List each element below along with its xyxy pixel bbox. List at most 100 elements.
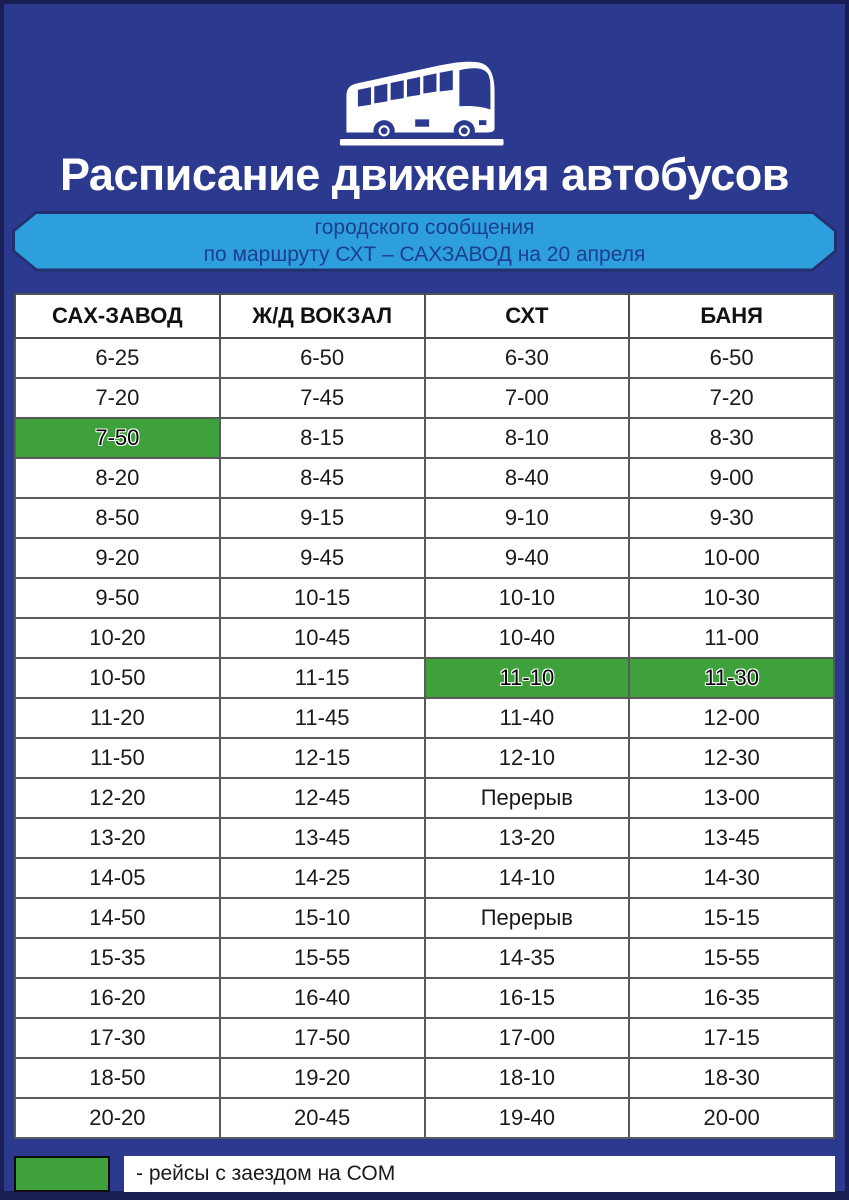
time-cell: 9-00 — [628, 456, 835, 499]
time-cell: 11-45 — [218, 696, 426, 739]
schedule-table: САХ-ЗАВОД Ж/Д ВОКЗАЛ СХТ БАНЯ 6-25 6-50 6-30 6… — [14, 292, 835, 1139]
column-header: СХТ — [423, 292, 631, 339]
time-cell: 9-50 — [14, 576, 221, 619]
time-cell: 8-50 — [14, 496, 221, 539]
time-cell: 10-50 — [14, 656, 221, 699]
legend: - рейсы с заездом на СОМ — [14, 1155, 835, 1192]
time-cell: 10-20 — [14, 616, 221, 659]
time-cell: 12-15 — [218, 736, 426, 779]
time-cell: 8-15 — [218, 416, 426, 459]
route-banner: городского сообщения по маршруту СХТ – С… — [12, 211, 837, 272]
time-cell: 18-10 — [423, 1056, 631, 1099]
time-cell: 20-45 — [218, 1096, 426, 1139]
schedule-row: 18-50 19-20 18-10 18-30 — [14, 1056, 835, 1099]
time-cell: 8-45 — [218, 456, 426, 499]
schedule-row: 20-20 20-45 19-40 20-00 — [14, 1096, 835, 1139]
time-cell: 9-10 — [423, 496, 631, 539]
time-cell: 15-35 — [14, 936, 221, 979]
time-cell: 14-10 — [423, 856, 631, 899]
time-cell: 10-40 — [423, 616, 631, 659]
schedule-row: 11-50 12-15 12-10 12-30 — [14, 736, 835, 779]
route-banner-inner: городского сообщения по маршруту СХТ – С… — [15, 214, 834, 269]
time-cell: 19-40 — [423, 1096, 631, 1139]
time-cell: 17-00 — [423, 1016, 631, 1059]
page-title: Расписание движения автобусов — [60, 149, 789, 200]
time-cell: 9-30 — [628, 496, 835, 539]
banner-subtitle-line2: по маршруту СХТ – САХЗАВОД на 20 апреля — [203, 243, 646, 266]
poster-page: Расписание движения автобусов городского… — [4, 4, 845, 1192]
time-cell: 18-50 — [14, 1056, 221, 1099]
time-cell: 12-10 — [423, 736, 631, 779]
time-cell: 10-30 — [628, 576, 835, 619]
time-cell: 15-55 — [628, 936, 835, 979]
time-cell: 11-40 — [423, 696, 631, 739]
schedule-row: 9-50 10-15 10-10 10-30 — [14, 576, 835, 619]
time-cell: 16-20 — [14, 976, 221, 1019]
column-header: САХ-ЗАВОД — [14, 292, 221, 339]
time-cell: 20-20 — [14, 1096, 221, 1139]
time-cell: 17-50 — [218, 1016, 426, 1059]
time-cell: 13-20 — [14, 816, 221, 859]
schedule-row: 16-20 16-40 16-15 16-35 — [14, 976, 835, 1019]
time-cell: 14-05 — [14, 856, 221, 899]
schedule-row: 8-20 8-45 8-40 9-00 — [14, 456, 835, 499]
time-cell: 9-45 — [218, 536, 426, 579]
schedule-row: 12-20 12-45 Перерыв 13-00 — [14, 776, 835, 819]
time-cell: 12-30 — [628, 736, 835, 779]
time-cell: Перерыв — [423, 776, 631, 819]
time-cell: 6-30 — [423, 336, 631, 379]
schedule-row: 14-50 15-10 Перерыв 15-15 — [14, 896, 835, 939]
legend-label: - рейсы с заездом на СОМ — [124, 1155, 835, 1192]
time-cell: 12-20 — [14, 776, 221, 819]
time-cell: 14-25 — [218, 856, 426, 899]
time-cell: 13-00 — [628, 776, 835, 819]
time-cell: 11-00 — [628, 616, 835, 659]
time-cell: 7-00 — [423, 376, 631, 419]
time-cell: 18-30 — [628, 1056, 835, 1099]
schedule-row: 14-05 14-25 14-10 14-30 — [14, 856, 835, 899]
schedule-row: 13-20 13-45 13-20 13-45 — [14, 816, 835, 859]
schedule-header-row: САХ-ЗАВОД Ж/Д ВОКЗАЛ СХТ БАНЯ — [14, 292, 835, 339]
time-cell: 6-50 — [628, 336, 835, 379]
time-cell: 14-30 — [628, 856, 835, 899]
time-cell: 16-15 — [423, 976, 631, 1019]
time-cell: 8-20 — [14, 456, 221, 499]
bus-icon — [335, 38, 515, 150]
time-cell: 11-20 — [14, 696, 221, 739]
schedule-row: 10-20 10-45 10-40 11-00 — [14, 616, 835, 659]
time-cell-highlighted: 11-10 — [423, 656, 631, 699]
time-cell: 17-15 — [628, 1016, 835, 1059]
time-cell-highlighted: 7-50 — [14, 416, 221, 459]
schedule-row: 7-20 7-45 7-00 7-20 — [14, 376, 835, 419]
schedule-row: 6-25 6-50 6-30 6-50 — [14, 336, 835, 379]
time-cell: 9-40 — [423, 536, 631, 579]
time-cell: 10-00 — [628, 536, 835, 579]
time-cell: 16-35 — [628, 976, 835, 1019]
schedule-row: 8-50 9-15 9-10 9-30 — [14, 496, 835, 539]
time-cell: 6-25 — [14, 336, 221, 379]
column-header: БАНЯ — [628, 292, 835, 339]
time-cell: 14-50 — [14, 896, 221, 939]
time-cell: 12-45 — [218, 776, 426, 819]
time-cell: 17-30 — [14, 1016, 221, 1059]
time-cell: 9-20 — [14, 536, 221, 579]
time-cell: 13-45 — [628, 816, 835, 859]
time-cell: 7-20 — [628, 376, 835, 419]
time-cell: 9-15 — [218, 496, 426, 539]
time-cell: 7-20 — [14, 376, 221, 419]
time-cell: 10-45 — [218, 616, 426, 659]
legend-green-swatch — [14, 1155, 110, 1192]
time-cell: 8-40 — [423, 456, 631, 499]
time-cell: 16-40 — [218, 976, 426, 1019]
time-cell: 11-15 — [218, 656, 426, 699]
schedule-row: 11-20 11-45 11-40 12-00 — [14, 696, 835, 739]
time-cell: 19-20 — [218, 1056, 426, 1099]
time-cell: Перерыв — [423, 896, 631, 939]
time-cell: 13-45 — [218, 816, 426, 859]
time-cell: 10-15 — [218, 576, 426, 619]
time-cell: 8-10 — [423, 416, 631, 459]
schedule-row: 10-50 11-15 11-10 11-30 — [14, 656, 835, 699]
time-cell: 14-35 — [423, 936, 631, 979]
schedule-row: 7-50 8-15 8-10 8-30 — [14, 416, 835, 459]
time-cell: 6-50 — [218, 336, 426, 379]
